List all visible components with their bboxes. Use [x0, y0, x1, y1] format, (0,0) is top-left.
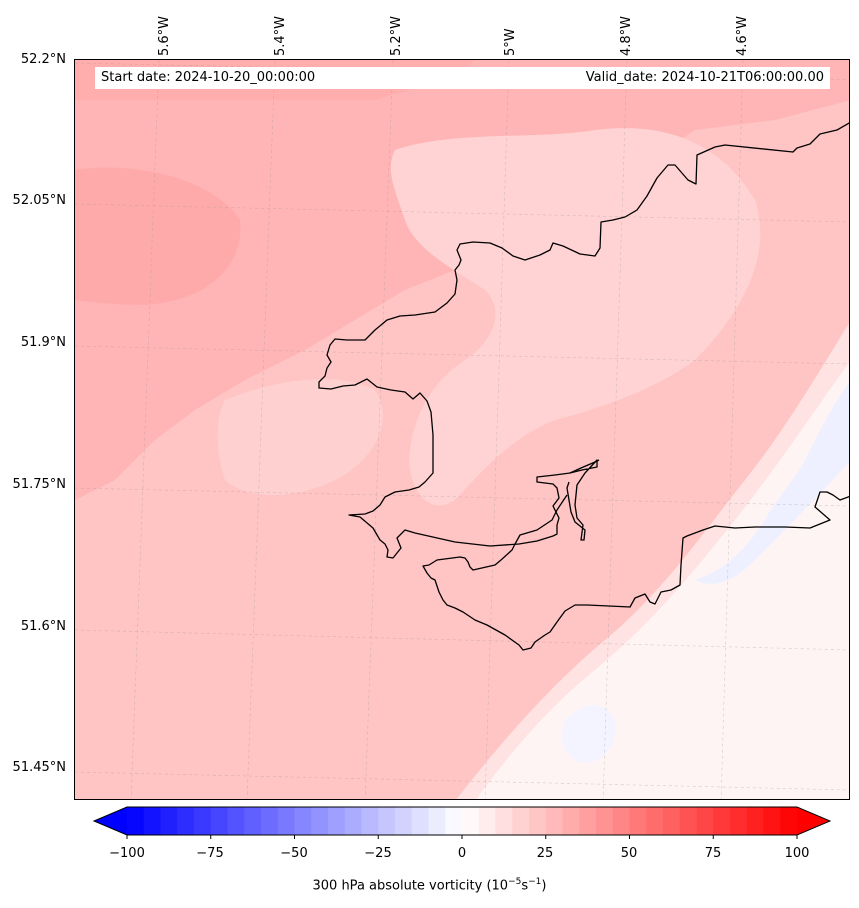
lat-label-51.45N: 51.45°N: [12, 760, 66, 775]
colorbar-segment: [629, 807, 647, 835]
colorbar-tick: 25: [536, 846, 554, 861]
colorbar-segment: [311, 807, 329, 835]
colorbar-segment: [210, 807, 228, 835]
colorbar-segment: [780, 807, 798, 835]
start-date-text: Start date: 2024-10-20_00:00:00: [101, 70, 316, 85]
colorbar-tick: −100: [109, 846, 145, 861]
colorbar-segment: [696, 807, 714, 835]
colorbar-extend-high: [797, 807, 830, 835]
colorbar-label-exp2: −1: [528, 877, 542, 887]
colorbar-tick: −25: [364, 846, 392, 861]
field-max-patch: [75, 167, 241, 305]
colorbar-segment: [361, 807, 379, 835]
colorbar-segment: [277, 807, 295, 835]
valid-date-text: Valid_date: 2024-10-21T06:00:00.00: [585, 70, 824, 85]
field-negative-patch: [695, 382, 849, 584]
colorbar-segment: [344, 807, 362, 835]
colorbar-label-end: ): [541, 878, 547, 894]
colorbar-label-exp1: −5: [508, 877, 522, 887]
colorbar-segment: [646, 807, 664, 835]
colorbar-segment: [713, 807, 731, 835]
field-strong-region: [75, 60, 849, 500]
lon-label-4.6W: 4.6°W: [735, 15, 750, 56]
map-panel: [74, 59, 850, 800]
colorbar-segment: [730, 807, 748, 835]
colorbar-segment: [428, 807, 446, 835]
colorbar-segment: [160, 807, 178, 835]
field-light-region-2: [217, 379, 383, 495]
colorbar-segment: [328, 807, 346, 835]
vorticity-map: [75, 60, 849, 799]
colorbar-segment: [495, 807, 513, 835]
colorbar-segment: [244, 807, 262, 835]
colorbar-segment: [679, 807, 697, 835]
colorbar-tick: −50: [280, 846, 308, 861]
colorbar: [92, 806, 832, 839]
lon-label-5.6W: 5.6°W: [157, 15, 172, 56]
colorbar-segment: [261, 807, 279, 835]
coastline: [318, 122, 849, 651]
colorbar-segment: [294, 807, 312, 835]
field-light-edge: [456, 323, 849, 799]
colorbar-extend-low: [94, 807, 127, 835]
colorbar-label-mid: s: [521, 878, 529, 894]
colorbar-segment: [612, 807, 630, 835]
colorbar-segment: [194, 807, 212, 835]
field-near-zero: [456, 342, 849, 799]
lon-label-5.2W: 5.2°W: [389, 15, 404, 56]
colorbar-tick: 75: [704, 846, 722, 861]
colorbar-tick: 100: [784, 846, 810, 861]
colorbar-segment: [746, 807, 764, 835]
lat-label-52.2N: 52.2°N: [20, 52, 66, 67]
colorbar-segment: [579, 807, 597, 835]
colorbar-segment: [395, 807, 413, 835]
colorbar-segment: [763, 807, 781, 835]
date-header: Start date: 2024-10-20_00:00:00 Valid_da…: [95, 67, 830, 89]
colorbar-segment: [177, 807, 195, 835]
colorbar-segment: [411, 807, 429, 835]
colorbar-tick: 0: [457, 846, 467, 861]
colorbar-tick: 50: [620, 846, 638, 861]
colorbar-segment: [227, 807, 245, 835]
colorbar-segment: [663, 807, 681, 835]
colorbar-segment: [545, 807, 563, 835]
colorbar-segment: [378, 807, 396, 835]
lon-label-5W: 5°W: [503, 28, 518, 56]
colorbar-segment: [445, 807, 463, 835]
colorbar-segment: [478, 807, 496, 835]
colorbar-segment: [596, 807, 614, 835]
colorbar-segment: [127, 807, 145, 835]
lat-label-51.75N: 51.75°N: [12, 477, 66, 492]
colorbar-segment: [512, 807, 530, 835]
lat-label-51.9N: 51.9°N: [20, 335, 66, 350]
colorbar-segment: [143, 807, 161, 835]
field-light-region: [390, 128, 761, 506]
lon-label-5.4W: 5.4°W: [273, 15, 288, 56]
colorbar-label: 300 hPa absolute vorticity (10−5s−1): [0, 877, 859, 893]
colorbar-label-text: 300 hPa absolute vorticity (10: [312, 878, 509, 894]
colorbar-segment: [462, 807, 480, 835]
colorbar-tick: −75: [196, 846, 224, 861]
lat-label-51.6N: 51.6°N: [20, 619, 66, 634]
colorbar-segment: [562, 807, 580, 835]
lon-label-4.8W: 4.8°W: [619, 15, 634, 56]
lat-label-52.05N: 52.05°N: [12, 193, 66, 208]
field-negative-patch-2: [562, 705, 616, 763]
colorbar-segment: [529, 807, 547, 835]
